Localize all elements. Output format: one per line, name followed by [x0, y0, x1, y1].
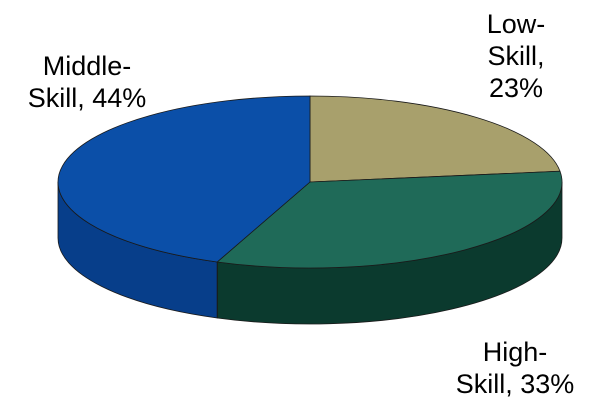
slice-label-low-skill-line2: Skill, [487, 41, 545, 71]
slice-label-low-skill: Low- Skill, 23% [428, 8, 600, 104]
slice-label-high-skill-line2: Skill, 33% [455, 369, 575, 399]
slice-label-low-skill-value: 23% [488, 73, 544, 103]
pie-slice-high [216, 170, 563, 269]
slice-label-middle-skill-line2: Skill, 44% [27, 83, 147, 113]
slice-label-low-skill-line1: Low- [486, 9, 546, 39]
slice-label-high-skill-line1: High- [482, 337, 548, 367]
pie-slice-middle [57, 95, 311, 263]
slice-label-middle-skill: Middle- Skill, 44% [12, 50, 162, 114]
pie-slice-low [309, 95, 561, 183]
slice-label-middle-skill-line1: Middle- [42, 51, 132, 81]
pie-top-faces [57, 95, 563, 269]
slice-label-high-skill: High- Skill, 33% [440, 336, 590, 400]
